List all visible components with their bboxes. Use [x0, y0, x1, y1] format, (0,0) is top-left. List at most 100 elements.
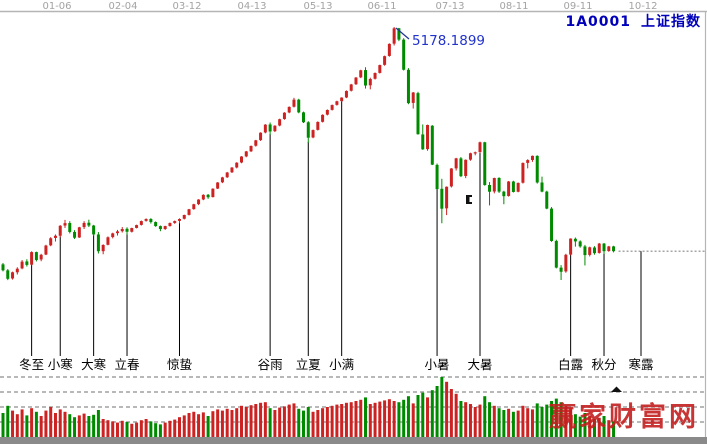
volume-bar [287, 404, 291, 437]
candle-body [20, 261, 24, 269]
candle-body [344, 90, 348, 98]
volume-bar [311, 411, 315, 437]
solar-term-label: 小满 [329, 357, 354, 372]
candle-body [44, 245, 48, 255]
volume-bar [344, 402, 348, 437]
volume-bar [578, 416, 582, 437]
candle-body [325, 109, 329, 115]
candle-body [359, 70, 363, 78]
candle-body [244, 151, 248, 157]
candle-body [302, 112, 306, 123]
volume-bar [211, 411, 215, 437]
volume-bar [11, 410, 15, 437]
candle-body [387, 43, 391, 56]
candle-body [92, 225, 96, 235]
volume-bar [473, 407, 477, 437]
candle-body [492, 178, 496, 192]
solar-term-label: 大暑 [467, 357, 492, 372]
volume-bar [44, 410, 48, 437]
candle-body [259, 132, 263, 141]
volume-bar [135, 422, 139, 437]
candle-body [468, 153, 472, 160]
candle-body [535, 155, 539, 183]
candle-body [564, 254, 568, 272]
candle-body [406, 69, 410, 104]
volume-bar [435, 386, 439, 437]
volume-bar [39, 416, 43, 437]
candle-body [445, 186, 449, 209]
candle-body [349, 84, 353, 91]
candle-body [278, 119, 282, 126]
volume-bar [306, 407, 310, 437]
candle-body [378, 65, 382, 73]
volume-bar [402, 399, 406, 437]
candle-body [440, 188, 444, 209]
candle-body [154, 222, 158, 227]
candle-body [6, 270, 10, 279]
axis-date-label: 07-13 [435, 1, 464, 12]
volume-bar [559, 402, 563, 437]
candle-body [368, 78, 372, 86]
solar-term-label: 大寒 [81, 357, 107, 372]
candle-body [397, 28, 401, 40]
volume-bar [502, 410, 506, 437]
volume-bar [340, 404, 344, 437]
candle-body [411, 92, 415, 103]
candle-body [216, 182, 220, 189]
volume-bar [397, 402, 401, 437]
candle-body [311, 130, 315, 138]
volume-bar [73, 417, 77, 437]
candle-body [15, 268, 19, 273]
volume-bar [230, 410, 234, 437]
candle-body [106, 237, 110, 245]
candle-body [39, 254, 43, 260]
volume-bar [82, 413, 86, 437]
volume-bar [573, 414, 577, 437]
candle-body [459, 158, 463, 177]
volume-bar [359, 399, 363, 437]
axis-date-label: 01-06 [42, 1, 71, 12]
candle-body [602, 243, 606, 252]
candle-body [550, 208, 554, 241]
volume-bar [49, 407, 53, 437]
volume-bar [254, 404, 258, 437]
volume-bar [15, 414, 19, 437]
volume-bar [507, 408, 511, 437]
volume-bar [201, 412, 205, 437]
volume-bar [30, 408, 34, 437]
candle-body [282, 112, 286, 119]
volume-bar [220, 410, 224, 437]
solar-term-label: 小寒 [48, 357, 74, 372]
volume-bar [68, 414, 72, 437]
candle-body [135, 225, 139, 228]
candle-body [316, 121, 320, 130]
symbol-name: 上证指数 [641, 14, 701, 30]
candle-body [11, 272, 15, 279]
volume-bar [263, 402, 267, 437]
volume-bar [483, 396, 487, 437]
volume-bar [58, 409, 62, 437]
candle-body [101, 245, 105, 252]
candle-body [511, 181, 515, 192]
volume-bar [111, 421, 115, 437]
solar-term-label: 惊蛰 [167, 357, 193, 372]
candle-body [435, 164, 439, 190]
volume-bar [521, 405, 525, 437]
volume-bar [588, 415, 592, 437]
candle-body [402, 39, 406, 70]
volume-bar [278, 407, 282, 437]
candle-body [526, 160, 530, 163]
solar-term-label: 秋分 [592, 357, 617, 372]
candle-body [263, 124, 267, 133]
axis-date-label: 03-12 [172, 1, 201, 12]
candle-body [139, 221, 143, 225]
volume-bar [115, 422, 119, 437]
candle-body [30, 252, 34, 265]
candle-body [268, 124, 272, 132]
volume-bar [282, 406, 286, 437]
volume-bar [492, 405, 496, 437]
volume-bar [20, 409, 24, 437]
volume-bar [144, 419, 148, 437]
